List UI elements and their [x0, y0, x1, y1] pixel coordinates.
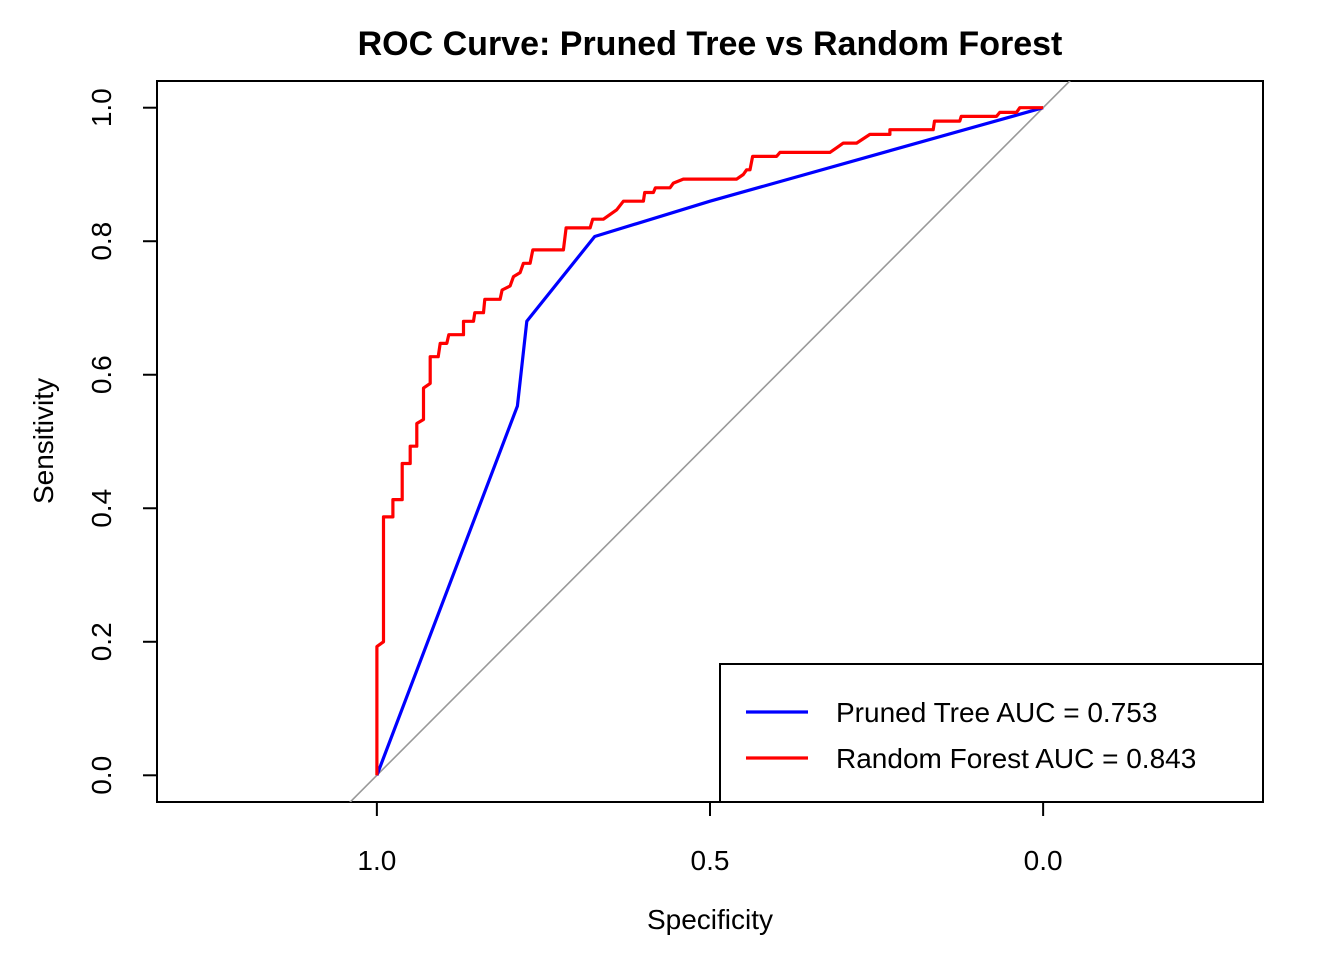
y-tick-label: 0.8: [86, 222, 117, 261]
series-line-0: [375, 106, 1044, 776]
y-tick-label: 0.0: [86, 756, 117, 795]
y-tick-label: 0.4: [86, 489, 117, 528]
legend-label-0: Pruned Tree AUC = 0.753: [836, 697, 1157, 728]
legend: Pruned Tree AUC = 0.753 Random Forest AUC…: [719, 663, 1264, 803]
y-tick-label: 0.2: [86, 622, 117, 661]
series-line-1: [375, 106, 1044, 776]
x-tick-label: 0.5: [691, 845, 730, 876]
legend-box: [719, 663, 1264, 803]
x-tick-label: 1.0: [357, 845, 396, 876]
legend-label-1: Random Forest AUC = 0.843: [836, 743, 1196, 774]
y-tick-label: 1.0: [86, 88, 117, 127]
y-tick-label: 0.6: [86, 355, 117, 394]
x-tick-label: 0.0: [1024, 845, 1063, 876]
reference-diagonal-line: [349, 81, 1071, 802]
x-axis-label: Specificity: [647, 904, 773, 935]
y-axis-label: Sensitivity: [28, 378, 59, 504]
chart-title: ROC Curve: Pruned Tree vs Random Forest: [358, 25, 1063, 63]
plot-layer: [349, 81, 1071, 802]
